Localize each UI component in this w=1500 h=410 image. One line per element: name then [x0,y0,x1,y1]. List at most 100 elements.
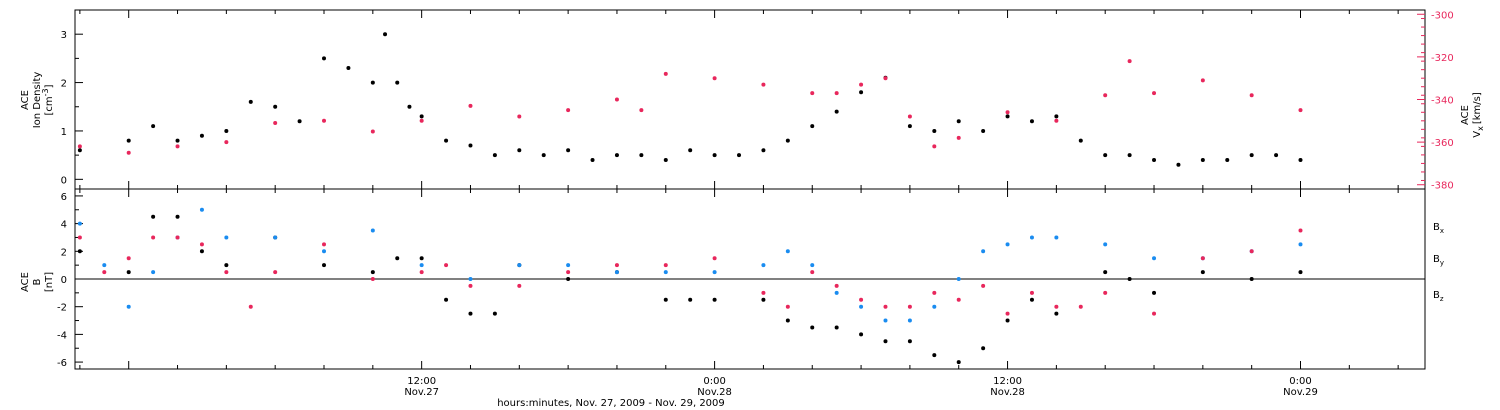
velocity-point [126,150,131,155]
by-point [199,207,204,212]
density-unit-exp: -3 [41,88,50,96]
velocity-point [639,108,644,113]
density-point [834,109,839,114]
by-point [956,277,961,281]
by-point [224,235,229,240]
velocity-point [468,103,473,108]
density-point [1249,153,1254,158]
legend-by-sub: y [1440,259,1444,267]
velocity-point [322,118,327,123]
by-point [932,304,937,309]
density-point [1029,119,1034,124]
by-point [419,263,424,268]
by-point [785,249,790,254]
bx-point [785,318,790,323]
bx-point [859,332,864,337]
date-tick-label: Nov.28 [990,387,1025,398]
bz-point [761,290,766,295]
legend-bx-base: B [1433,222,1440,233]
bx-point [663,297,668,302]
velocity-point [1127,59,1132,64]
top-panel: 0 1 2 3 -300 -320 -340 -360 -380 ACE Ion Densit… [20,9,1485,192]
legend-by: By [1433,254,1444,267]
bz-point [248,304,253,309]
density-point [1078,138,1083,143]
density-point [175,138,180,143]
density-point [688,148,693,153]
density-point [322,56,327,61]
by-point [1029,235,1034,240]
velocity-symbol: V [1472,131,1483,138]
velocity-point [1054,118,1059,123]
velocity-point [1200,78,1205,83]
density-point [810,124,815,129]
density-point [614,153,619,158]
top-panel-frame [74,9,1426,190]
bx-point [761,297,766,302]
field-legend: Bx By Bz [1433,222,1444,303]
bz-point [614,263,619,268]
by-point [77,221,82,226]
by-point [468,277,473,281]
density-point [663,157,668,162]
bz-point [1005,311,1010,316]
velocity-point [1249,93,1254,98]
bz-point [1152,311,1157,316]
density-point [1103,153,1108,158]
bx-point [322,263,327,268]
bx-point [1152,290,1157,295]
field-tick-label: 6 [61,192,67,203]
bx-point [810,325,815,330]
bx-point [1200,270,1205,275]
density-point [1127,153,1132,158]
density-point [346,66,351,71]
bz-point [1103,290,1108,295]
density-point [444,138,449,143]
density-point [248,99,253,104]
density-point [1200,157,1205,162]
by-point [712,270,717,275]
density-axis-label: ACE Ion Density [cm-3] [20,72,55,129]
density-point [785,138,790,143]
by-point [370,228,375,233]
bx-point [151,214,156,219]
density-tick-label: 2 [61,79,67,90]
by-point [322,249,327,254]
bx-point [1054,311,1059,316]
by-point [834,290,839,295]
bx-point [370,270,375,275]
by-point [907,318,912,323]
legend-bz: Bz [1433,290,1444,303]
density-label-line3: [cm-3] [41,84,55,115]
density-point [541,153,546,158]
density-tick-label: 1 [61,127,67,138]
velocity-tick-label: -300 [1431,10,1454,21]
density-point [370,80,375,85]
bottom-data-points [77,207,1303,365]
bx-point [199,249,204,254]
density-tick-label: 0 [61,175,67,186]
velocity-point [517,114,522,119]
density-label-line1: ACE [20,90,31,110]
by-point [1103,242,1108,247]
density-point [932,128,937,133]
bz-point [956,297,961,302]
bz-point [1298,228,1303,233]
by-point [126,304,131,309]
date-tick-label: Nov.29 [1283,387,1318,398]
density-point [77,148,82,153]
bz-point [834,283,839,288]
field-tick-label: -6 [57,358,67,369]
bx-point [419,256,424,261]
bz-point [932,290,937,295]
time-axis-title: hours:minutes, Nov. 27, 2009 - Nov. 29, … [497,398,725,409]
velocity-point [273,120,278,125]
bx-point [712,297,717,302]
velocity-point [419,118,424,123]
bx-point [1103,270,1108,275]
by-point [883,318,888,323]
density-label-line2: Ion Density [32,72,43,129]
velocity-point [810,91,815,96]
by-point [1054,235,1059,240]
bz-point [199,242,204,247]
